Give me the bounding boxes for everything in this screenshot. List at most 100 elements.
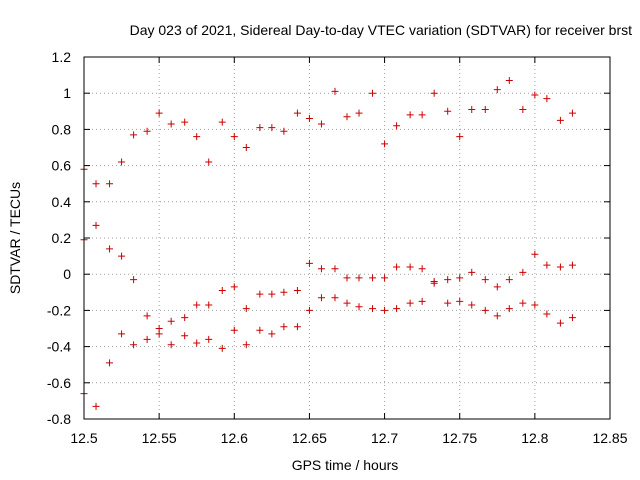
x-axis-title: GPS time / hours xyxy=(292,457,399,473)
data-point xyxy=(331,294,339,302)
data-point xyxy=(331,87,339,95)
data-point xyxy=(118,330,126,338)
data-point xyxy=(381,140,389,148)
data-point xyxy=(317,120,325,128)
data-point xyxy=(256,326,264,334)
data-point xyxy=(355,109,363,117)
data-point xyxy=(130,276,138,284)
data-point xyxy=(393,122,401,130)
y-tick-label: 1 xyxy=(63,85,71,101)
data-point xyxy=(167,317,175,325)
data-point xyxy=(430,279,438,287)
data-point xyxy=(118,252,126,260)
data-point xyxy=(130,341,138,349)
x-tick-label: 12.75 xyxy=(442,430,477,446)
plot-frame xyxy=(83,56,611,420)
data-point xyxy=(331,265,339,273)
x-tick-label: 12.8 xyxy=(521,430,548,446)
data-point xyxy=(418,297,426,305)
data-point xyxy=(381,306,389,314)
data-point xyxy=(280,323,288,331)
data-point xyxy=(230,283,238,291)
data-point xyxy=(106,245,114,253)
x-tick-label: 12.5 xyxy=(70,430,97,446)
data-point xyxy=(493,86,501,94)
data-point xyxy=(193,133,201,141)
data-point xyxy=(268,330,276,338)
data-point xyxy=(543,261,551,269)
y-tick-label: -0.8 xyxy=(47,411,71,427)
data-point xyxy=(369,89,377,97)
series-upper xyxy=(80,77,576,188)
data-point xyxy=(369,305,377,313)
data-point xyxy=(205,301,213,309)
data-point xyxy=(505,305,513,313)
data-point xyxy=(293,109,301,117)
chart-title: Day 023 of 2021, Sidereal Day-to-day VTE… xyxy=(130,22,632,38)
data-point xyxy=(531,250,539,258)
y-tick-labels: -0.8 -0.6 -0.4 -0.2 0 0.2 0.4 0.6 0.8 1 1.2 xyxy=(47,49,71,427)
data-point xyxy=(155,109,163,117)
data-point xyxy=(256,124,264,132)
data-point xyxy=(456,133,464,141)
y-tick-label: 0.6 xyxy=(52,158,72,174)
data-point xyxy=(193,339,201,347)
y-tick-label: 1.2 xyxy=(52,49,72,65)
y-tick-label: -0.6 xyxy=(47,375,71,391)
data-point xyxy=(505,77,513,85)
grid-lines xyxy=(84,57,610,419)
data-point xyxy=(305,115,313,123)
data-point xyxy=(106,180,114,188)
data-point xyxy=(481,276,489,284)
data-point xyxy=(369,274,377,282)
axis-ticks xyxy=(83,56,611,420)
data-point xyxy=(568,109,576,117)
data-point xyxy=(293,286,301,294)
data-point xyxy=(317,294,325,302)
data-point xyxy=(205,335,213,343)
y-tick-label: 0.4 xyxy=(52,194,72,210)
y-tick-label: 0.2 xyxy=(52,230,72,246)
x-tick-label: 12.65 xyxy=(292,430,327,446)
data-point xyxy=(468,268,476,276)
data-point xyxy=(143,335,151,343)
data-point xyxy=(193,301,201,309)
x-tick-label: 12.7 xyxy=(371,430,398,446)
data-point xyxy=(305,306,313,314)
data-point xyxy=(181,332,189,340)
data-point xyxy=(444,276,452,284)
data-point xyxy=(406,111,414,119)
data-point xyxy=(242,305,250,313)
data-point xyxy=(167,341,175,349)
data-point xyxy=(519,268,527,276)
data-point xyxy=(143,127,151,135)
data-point xyxy=(268,290,276,298)
data-point xyxy=(493,312,501,320)
data-point xyxy=(343,274,351,282)
data-point xyxy=(167,120,175,128)
data-point xyxy=(444,107,452,115)
data-point xyxy=(181,118,189,126)
data-point xyxy=(293,323,301,331)
data-point xyxy=(444,299,452,307)
data-point xyxy=(568,261,576,269)
data-point xyxy=(92,402,100,410)
data-point xyxy=(381,274,389,282)
data-point xyxy=(343,113,351,121)
data-point xyxy=(242,341,250,349)
x-tick-label: 12.55 xyxy=(142,430,177,446)
data-point xyxy=(568,314,576,322)
data-point xyxy=(230,326,238,334)
y-axis-title: SDTVAR / TECUs xyxy=(7,182,23,294)
data-point xyxy=(406,263,414,271)
data-point xyxy=(106,359,114,367)
y-tick-label: -0.4 xyxy=(47,339,71,355)
data-point xyxy=(355,303,363,311)
data-point xyxy=(205,158,213,166)
data-point xyxy=(280,288,288,296)
data-point xyxy=(531,301,539,309)
data-point xyxy=(393,305,401,313)
x-tick-labels: 12.5 12.55 12.6 12.65 12.7 12.75 12.8 12.85 xyxy=(70,430,627,446)
x-tick-label: 12.6 xyxy=(221,430,248,446)
